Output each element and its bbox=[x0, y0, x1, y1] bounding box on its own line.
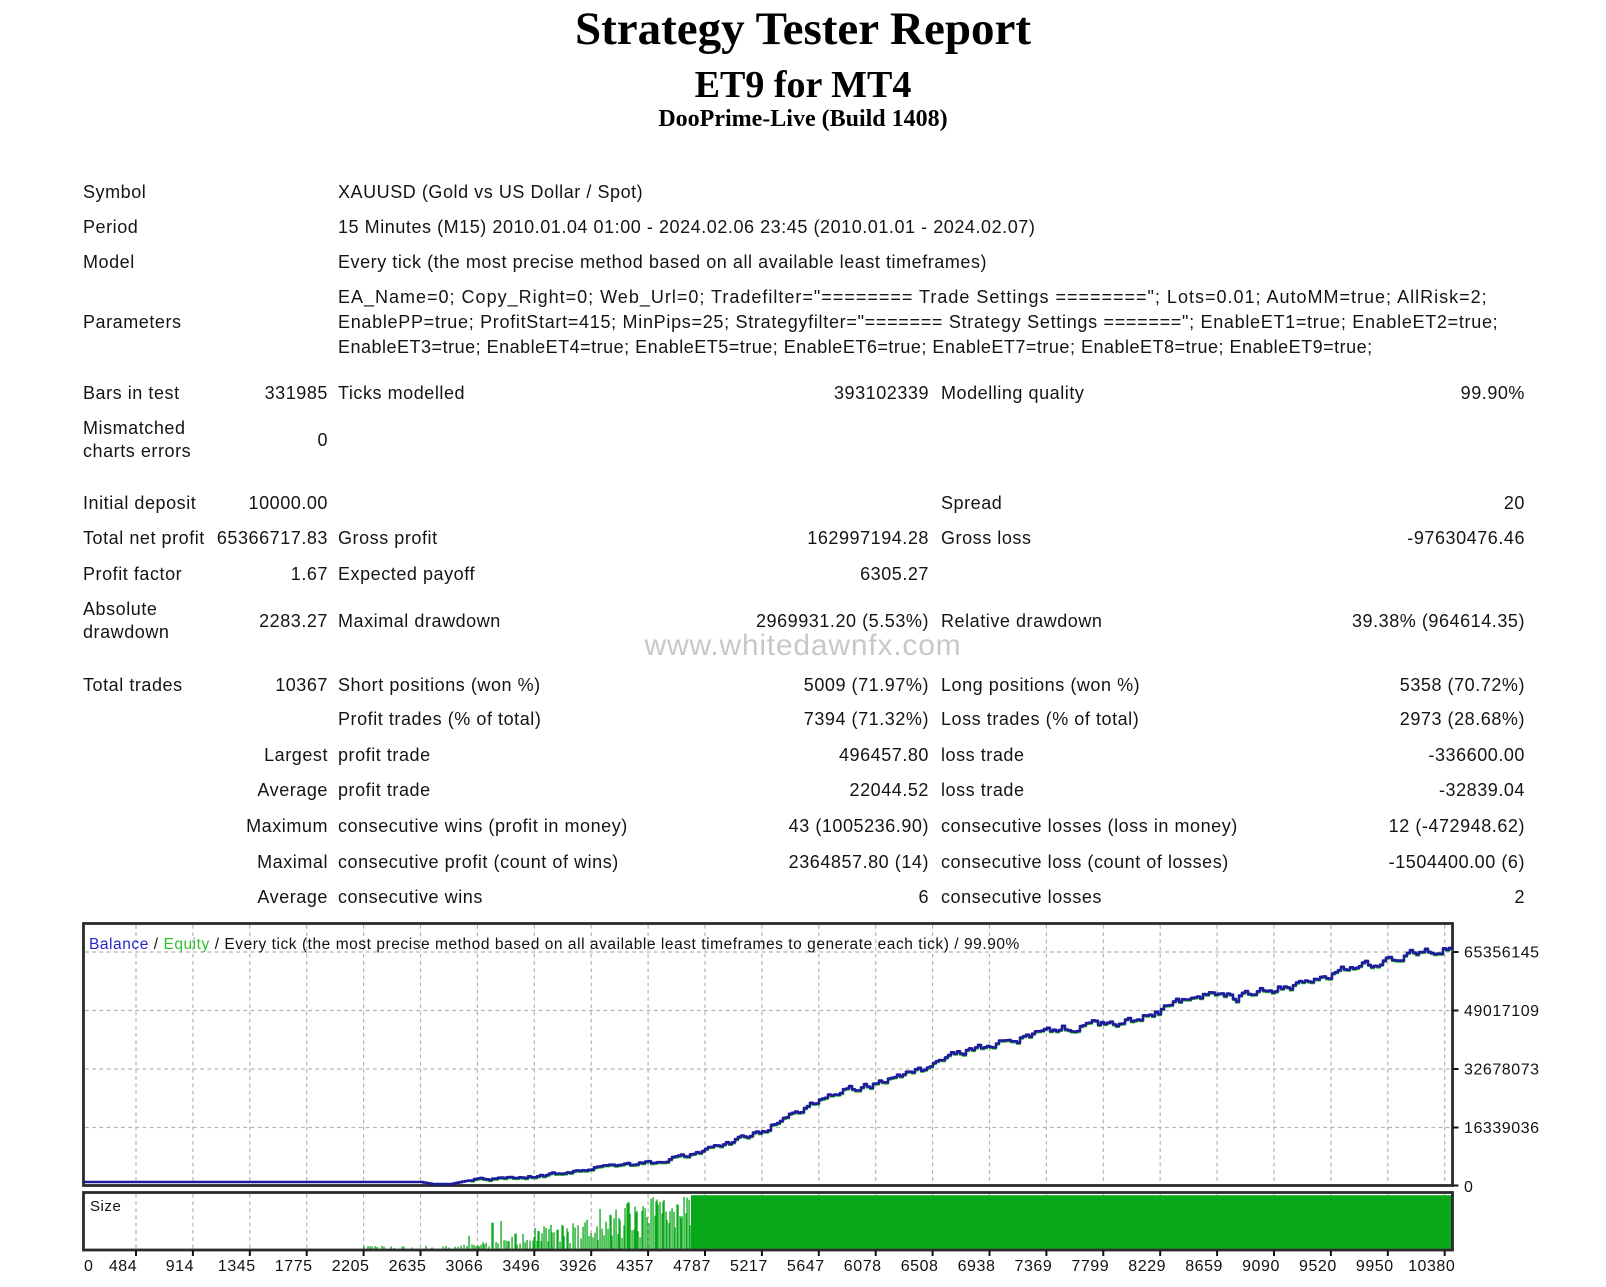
svg-text:3496: 3496 bbox=[502, 1258, 540, 1275]
svg-text:3926: 3926 bbox=[559, 1258, 597, 1275]
svg-text:65356145: 65356145 bbox=[1464, 945, 1540, 962]
svg-text:9520: 9520 bbox=[1299, 1258, 1337, 1275]
svg-text:10380: 10380 bbox=[1408, 1258, 1455, 1275]
svg-text:484: 484 bbox=[109, 1258, 137, 1275]
svg-text:4787: 4787 bbox=[673, 1258, 711, 1275]
svg-text:2635: 2635 bbox=[389, 1258, 427, 1275]
svg-text:914: 914 bbox=[166, 1258, 194, 1275]
svg-text:Size: Size bbox=[90, 1198, 121, 1215]
svg-text:5647: 5647 bbox=[787, 1258, 825, 1275]
svg-text:4357: 4357 bbox=[616, 1258, 654, 1275]
svg-text:6078: 6078 bbox=[844, 1258, 882, 1275]
svg-text:7369: 7369 bbox=[1015, 1258, 1053, 1275]
svg-text:1775: 1775 bbox=[275, 1258, 313, 1275]
svg-text:6508: 6508 bbox=[901, 1258, 939, 1275]
svg-text:8229: 8229 bbox=[1128, 1258, 1166, 1275]
svg-text:3066: 3066 bbox=[446, 1258, 484, 1275]
svg-text:9090: 9090 bbox=[1242, 1258, 1280, 1275]
svg-text:8659: 8659 bbox=[1185, 1258, 1223, 1275]
svg-text:16339036: 16339036 bbox=[1464, 1120, 1540, 1137]
svg-text:0: 0 bbox=[84, 1258, 93, 1275]
svg-text:Balance / Equity / Every tick: Balance / Equity / Every tick (the most … bbox=[89, 936, 1020, 953]
svg-text:32678073: 32678073 bbox=[1464, 1062, 1540, 1079]
svg-text:1345: 1345 bbox=[218, 1258, 256, 1275]
svg-text:9950: 9950 bbox=[1356, 1258, 1394, 1275]
svg-text:0: 0 bbox=[1464, 1179, 1473, 1196]
svg-text:2205: 2205 bbox=[332, 1258, 370, 1275]
svg-text:5217: 5217 bbox=[730, 1258, 768, 1275]
svg-text:49017109: 49017109 bbox=[1464, 1003, 1540, 1020]
svg-text:6938: 6938 bbox=[958, 1258, 996, 1275]
svg-text:7799: 7799 bbox=[1071, 1258, 1109, 1275]
